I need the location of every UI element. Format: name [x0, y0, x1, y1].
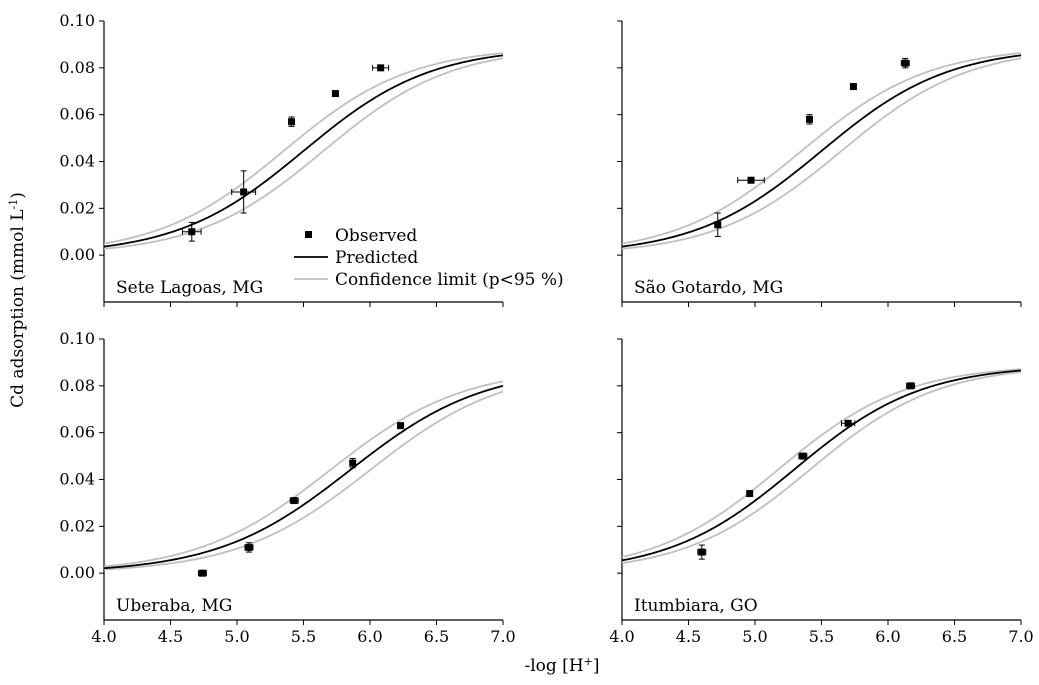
panel-title: São Gotardo, MG	[634, 278, 783, 298]
x-tick-label: 4.0	[609, 627, 634, 646]
x-axis-title: -log [H+]	[524, 655, 599, 676]
observed-point	[198, 569, 206, 577]
observed-point	[188, 228, 196, 236]
panel-title: Sete Lagoas, MG	[116, 278, 263, 298]
observed-point	[290, 497, 298, 505]
confidence-lower-line	[621, 371, 1022, 565]
x-tick-label: 6.5	[942, 627, 967, 646]
y-tick-label: 0.04	[59, 152, 95, 171]
observed-point	[714, 221, 722, 229]
predicted-line	[621, 54, 1022, 248]
y-tick-label: 0.00	[59, 563, 95, 582]
confidence-upper-line	[621, 52, 1022, 245]
observed-point	[245, 543, 253, 551]
observed-point	[901, 59, 909, 67]
chart-panel: 0.00 0.02 0.04 0.06 0.08 0.10 Sete Lagoas, MG	[59, 11, 504, 307]
x-tick-label: 6.5	[424, 627, 449, 646]
x-tick-label: 5.5	[809, 627, 834, 646]
observed-point	[240, 188, 248, 196]
observed-point	[331, 90, 339, 98]
observed-point	[397, 422, 405, 430]
y-tick-label: 0.10	[59, 329, 95, 348]
observed-point	[747, 176, 755, 184]
x-tick-label: 4.5	[676, 627, 701, 646]
observed-point	[844, 419, 852, 427]
confidence-lower-line	[103, 57, 504, 250]
predicted-line	[621, 369, 1022, 562]
x-tick-label: 4.5	[158, 627, 183, 646]
confidence-upper-line	[621, 368, 1022, 558]
panel-title: Uberaba, MG	[116, 596, 232, 616]
y-axis-title: Cd adsorption (mmol L-1)	[7, 192, 28, 408]
panel-title: Itumbiara, GO	[634, 596, 758, 616]
observed-point	[746, 490, 754, 498]
y-tick-label: 0.06	[59, 105, 95, 124]
x-tick-label: 7.0	[1008, 627, 1033, 646]
y-tick-label: 0.04	[59, 470, 95, 489]
predicted-line	[103, 385, 504, 570]
chart-panel: 4.0 4.5 5.0 5.5 6.0 6.5 7.0 Itumbiara, GO	[609, 338, 1034, 646]
observed-point	[349, 459, 357, 467]
y-tick-label: 0.02	[59, 198, 95, 217]
confidence-upper-line	[103, 52, 504, 245]
legend-observed-marker	[305, 231, 312, 238]
chart-panel: 0.00 0.02 0.04 0.06 0.08 0.10 4.0 4.5 5.0 5.5 6.0 6…	[59, 329, 515, 646]
x-tick-label: 5.0	[224, 627, 249, 646]
observed-point	[907, 382, 915, 390]
confidence-upper-line	[103, 380, 504, 568]
predicted-line	[103, 54, 504, 248]
y-tick-label: 0.00	[59, 245, 95, 264]
legend-observed-label: Observed	[335, 226, 417, 246]
confidence-lower-line	[103, 390, 504, 571]
y-tick-label: 0.08	[59, 376, 95, 395]
x-tick-label: 7.0	[490, 627, 515, 646]
x-tick-label: 4.0	[91, 627, 116, 646]
observed-point	[799, 452, 807, 460]
x-tick-label: 5.5	[291, 627, 316, 646]
y-tick-label: 0.02	[59, 516, 95, 535]
confidence-lower-line	[621, 57, 1022, 250]
x-tick-label: 6.0	[875, 627, 900, 646]
y-tick-label: 0.06	[59, 423, 95, 442]
y-tick-label: 0.10	[59, 11, 95, 30]
chart-panel: São Gotardo, MG	[617, 20, 1022, 307]
observed-point	[377, 64, 385, 72]
observed-point	[849, 83, 857, 91]
x-tick-label: 6.0	[357, 627, 382, 646]
observed-point	[806, 115, 814, 123]
legend-predicted-label: Predicted	[335, 248, 418, 268]
legend-confidence-label: Confidence limit (p<95 %)	[335, 270, 564, 290]
x-tick-label: 5.0	[742, 627, 767, 646]
observed-point	[288, 118, 296, 126]
observed-point	[698, 548, 706, 556]
y-tick-label: 0.08	[59, 58, 95, 77]
